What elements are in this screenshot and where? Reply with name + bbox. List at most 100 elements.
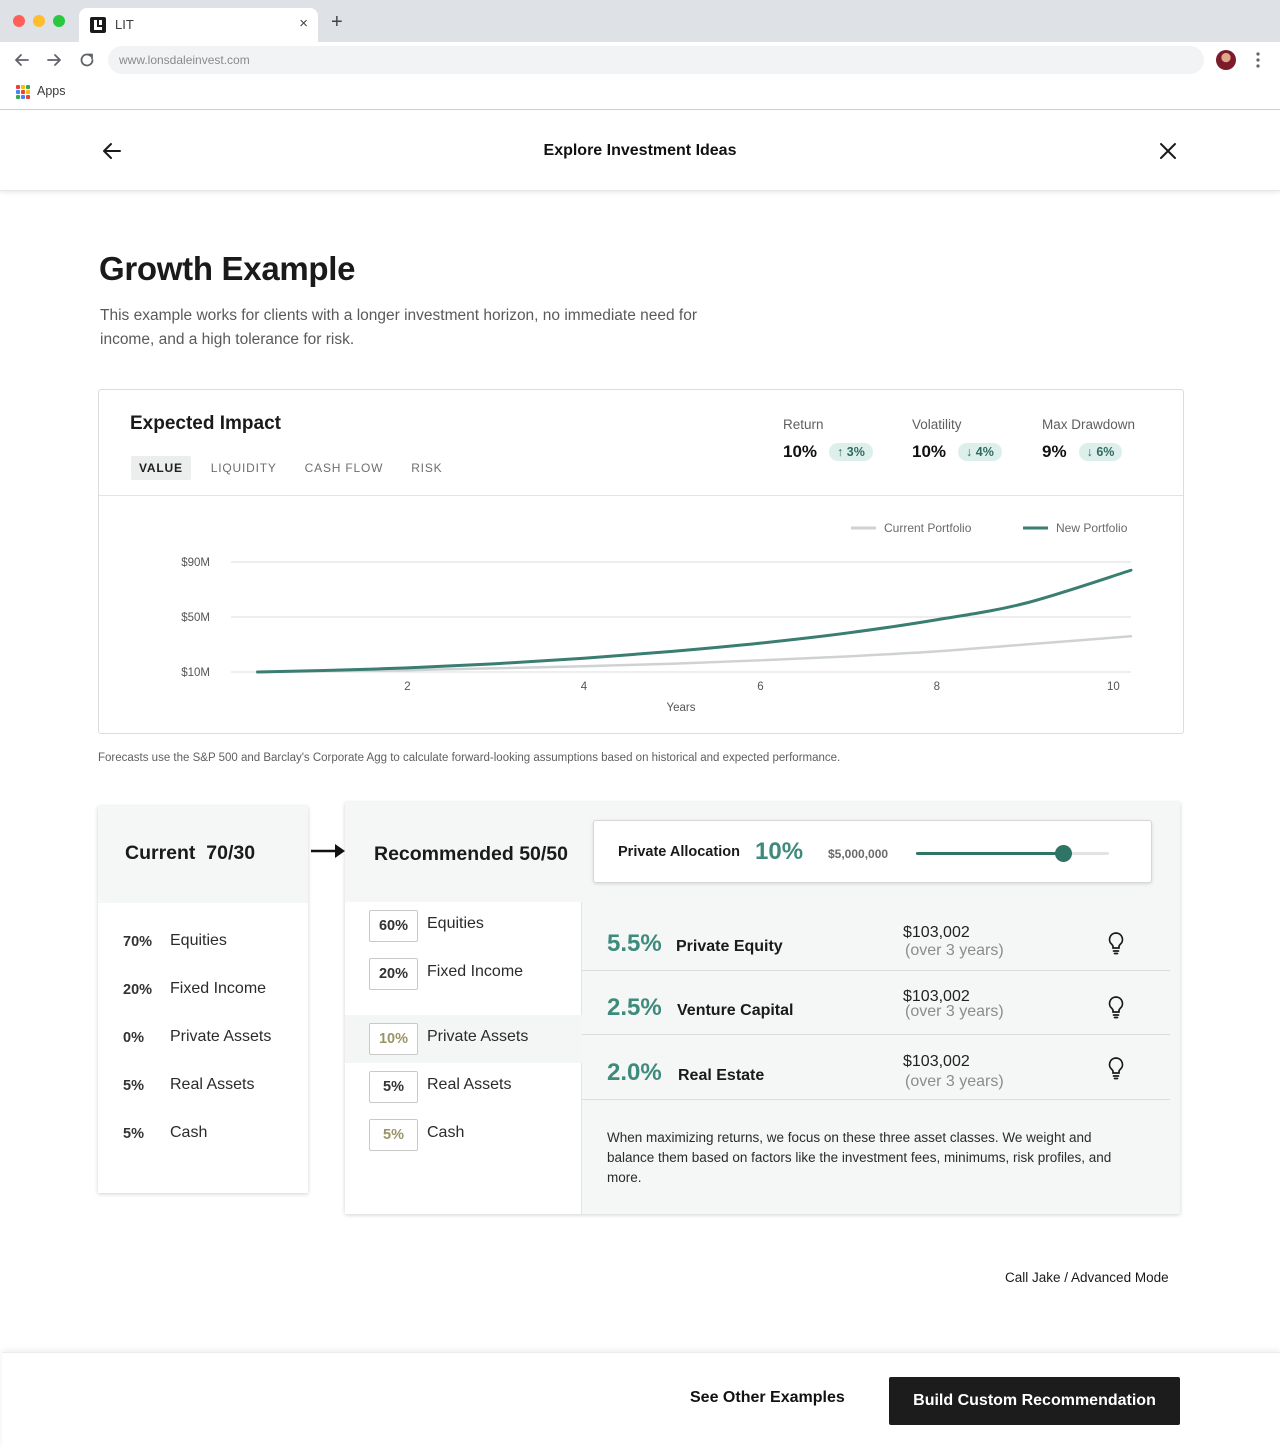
x-tick-label: 4 bbox=[581, 681, 588, 693]
allocation-pct-input[interactable]: 5% bbox=[369, 1119, 418, 1151]
arrow-right-icon bbox=[311, 844, 345, 858]
tab-cash-flow[interactable]: CASH FLOW bbox=[304, 461, 384, 475]
asset-amount: $103,002 bbox=[903, 1053, 970, 1070]
allocation-pct: 20% bbox=[123, 982, 153, 998]
metric-label: Max Drawdown bbox=[1042, 417, 1136, 432]
tab-close-icon[interactable]: × bbox=[299, 15, 308, 32]
metric-value: 10% bbox=[783, 442, 818, 461]
value-chart: $10M $50M $90M 2 4 6 8 10 Years Current Portfolio… bbox=[181, 521, 1133, 714]
list-item-selected[interactable]: 10% Private Assets bbox=[345, 1015, 582, 1063]
metric-change: 3% bbox=[846, 445, 865, 459]
allocation-pct-input[interactable]: 10% bbox=[369, 1023, 418, 1055]
back-arrow-icon[interactable] bbox=[100, 139, 124, 163]
table-row: 5.5% Private Equity $103,002 (over 3 yea… bbox=[582, 907, 1170, 971]
expected-impact-card: Expected Impact VALUE LIQUIDITY CASH FLO… bbox=[98, 389, 1184, 734]
allocation-name: Cash bbox=[427, 1124, 465, 1141]
recommended-header: Recommended 50/50 Private Allocation 10%… bbox=[345, 802, 1180, 902]
page-header-title: Explore Investment Ideas bbox=[543, 142, 737, 159]
metric-change: 4% bbox=[975, 445, 994, 459]
allocation-name: Fixed Income bbox=[170, 980, 267, 997]
allocation-name: Real Assets bbox=[427, 1076, 512, 1093]
allocation-name: Real Assets bbox=[170, 1076, 255, 1093]
y-tick-label: $50M bbox=[181, 612, 210, 624]
page-title: Growth Example bbox=[99, 250, 356, 287]
allocation-pct-input[interactable]: 5% bbox=[369, 1071, 418, 1103]
asset-period: (over 3 years) bbox=[905, 942, 1004, 959]
allocation-pct-input[interactable]: 20% bbox=[369, 958, 418, 990]
list-item: 5% Cash bbox=[345, 1111, 582, 1159]
impact-tabs: VALUE LIQUIDITY CASH FLOW RISK bbox=[131, 456, 462, 480]
metric-volatility: Volatility 10% ↓ 4% bbox=[912, 417, 1002, 462]
private-allocation-amount: $5,000,000 bbox=[828, 847, 889, 861]
browser-back-icon[interactable] bbox=[12, 50, 32, 70]
allocation-name: Equities bbox=[170, 932, 227, 949]
tab-liquidity[interactable]: LIQUIDITY bbox=[210, 461, 277, 475]
browser-menu-icon[interactable] bbox=[1250, 50, 1266, 70]
current-header: Current 70/30 bbox=[98, 806, 308, 903]
profile-avatar[interactable] bbox=[1216, 50, 1236, 70]
address-bar[interactable]: www.lonsdaleinvest.com bbox=[108, 46, 1204, 74]
metric-change-badge: ↓ 4% bbox=[958, 443, 1002, 461]
see-other-examples-button[interactable]: See Other Examples bbox=[690, 1389, 845, 1406]
metric-change-badge: ↓ 6% bbox=[1078, 443, 1123, 461]
window-close-dot[interactable] bbox=[13, 15, 25, 27]
allocation-name: Private Assets bbox=[170, 1028, 272, 1045]
y-tick-label: $90M bbox=[181, 557, 210, 569]
advanced-mode-link[interactable]: Call Jake / Advanced Mode bbox=[1005, 1270, 1169, 1285]
browser-tab[interactable]: LIT × bbox=[79, 8, 318, 42]
browser-forward-icon[interactable] bbox=[44, 50, 64, 70]
allocation-pct: 70% bbox=[123, 934, 153, 950]
list-item: 20% Fixed Income bbox=[98, 967, 308, 1015]
metric-return: Return 10% ↑ 3% bbox=[783, 417, 873, 462]
tab-risk[interactable]: RISK bbox=[411, 461, 443, 475]
recommended-allocation-list: 60% Equities 20% Fixed Income 10% Privat… bbox=[345, 902, 582, 1214]
private-assets-detail: 5.5% Private Equity $103,002 (over 3 yea… bbox=[582, 902, 1180, 1214]
window-maximize-dot[interactable] bbox=[53, 15, 65, 27]
asset-pct: 2.0% bbox=[607, 1059, 662, 1086]
browser-toolbar: www.lonsdaleinvest.com Apps bbox=[0, 42, 1280, 110]
address-bar-url: www.lonsdaleinvest.com bbox=[119, 53, 250, 67]
new-tab-button[interactable]: + bbox=[331, 11, 343, 33]
asset-amount: $103,002 bbox=[903, 988, 970, 1005]
impact-title: Expected Impact bbox=[130, 413, 281, 434]
metric-label: Return bbox=[783, 417, 824, 432]
allocation-name: Private Assets bbox=[427, 1028, 529, 1045]
list-item: 20% Fixed Income bbox=[345, 950, 582, 998]
x-tick-label: 6 bbox=[757, 681, 763, 693]
list-item: 5% Cash bbox=[98, 1111, 308, 1159]
asset-amount: $103,002 bbox=[903, 924, 970, 941]
apps-grid-icon[interactable] bbox=[16, 85, 30, 99]
metric-change: 6% bbox=[1096, 445, 1115, 459]
lightbulb-icon[interactable] bbox=[1107, 931, 1125, 955]
close-icon[interactable] bbox=[1156, 139, 1180, 163]
allocation-pct: 0% bbox=[123, 1030, 144, 1046]
window-minimize-dot[interactable] bbox=[33, 15, 45, 27]
metric-value: 9% bbox=[1042, 442, 1067, 461]
x-tick-label: 2 bbox=[404, 681, 410, 693]
series-line-current-portfolio bbox=[256, 635, 1133, 674]
y-tick-label: $10M bbox=[181, 667, 210, 679]
bookmark-apps[interactable]: Apps bbox=[37, 84, 66, 98]
recommended-title: Recommended 50/50 bbox=[374, 843, 569, 865]
asset-name: Venture Capital bbox=[677, 1002, 794, 1019]
lightbulb-icon[interactable] bbox=[1107, 1056, 1125, 1080]
metric-label: Volatility bbox=[912, 417, 962, 432]
arrow-down-icon: ↓ bbox=[966, 445, 973, 459]
arrow-down-icon: ↓ bbox=[1086, 445, 1093, 459]
impact-card-header: Expected Impact VALUE LIQUIDITY CASH FLO… bbox=[99, 390, 1183, 496]
asset-name: Real Estate bbox=[678, 1067, 765, 1084]
browser-reload-icon[interactable] bbox=[77, 50, 97, 70]
arrow-up-icon: ↑ bbox=[837, 445, 844, 459]
build-custom-recommendation-button[interactable]: Build Custom Recommendation bbox=[889, 1377, 1180, 1425]
series-line-new-portfolio bbox=[255, 568, 1133, 674]
legend-label: New Portfolio bbox=[1056, 521, 1128, 535]
asset-period: (over 3 years) bbox=[905, 1003, 1004, 1020]
app-header: Explore Investment Ideas bbox=[0, 111, 1280, 191]
tab-value[interactable]: VALUE bbox=[131, 456, 191, 480]
slider-handle[interactable] bbox=[1054, 845, 1072, 862]
lightbulb-icon[interactable] bbox=[1107, 995, 1125, 1019]
private-allocation-slider[interactable] bbox=[916, 845, 1109, 862]
page-description: This example works for clients with a lo… bbox=[100, 307, 698, 348]
allocation-pct-input[interactable]: 60% bbox=[369, 910, 418, 942]
metric-change-badge: ↑ 3% bbox=[829, 443, 873, 461]
